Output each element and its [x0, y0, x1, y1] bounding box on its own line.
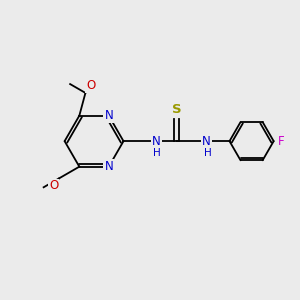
Text: N: N: [104, 160, 113, 173]
Text: N: N: [104, 109, 113, 122]
Text: F: F: [278, 135, 285, 148]
Text: O: O: [86, 79, 95, 92]
Text: H: H: [154, 148, 161, 158]
Text: S: S: [172, 103, 181, 116]
Text: O: O: [49, 179, 58, 192]
Text: N: N: [152, 135, 161, 148]
Text: N: N: [202, 135, 211, 148]
Text: H: H: [203, 148, 211, 158]
